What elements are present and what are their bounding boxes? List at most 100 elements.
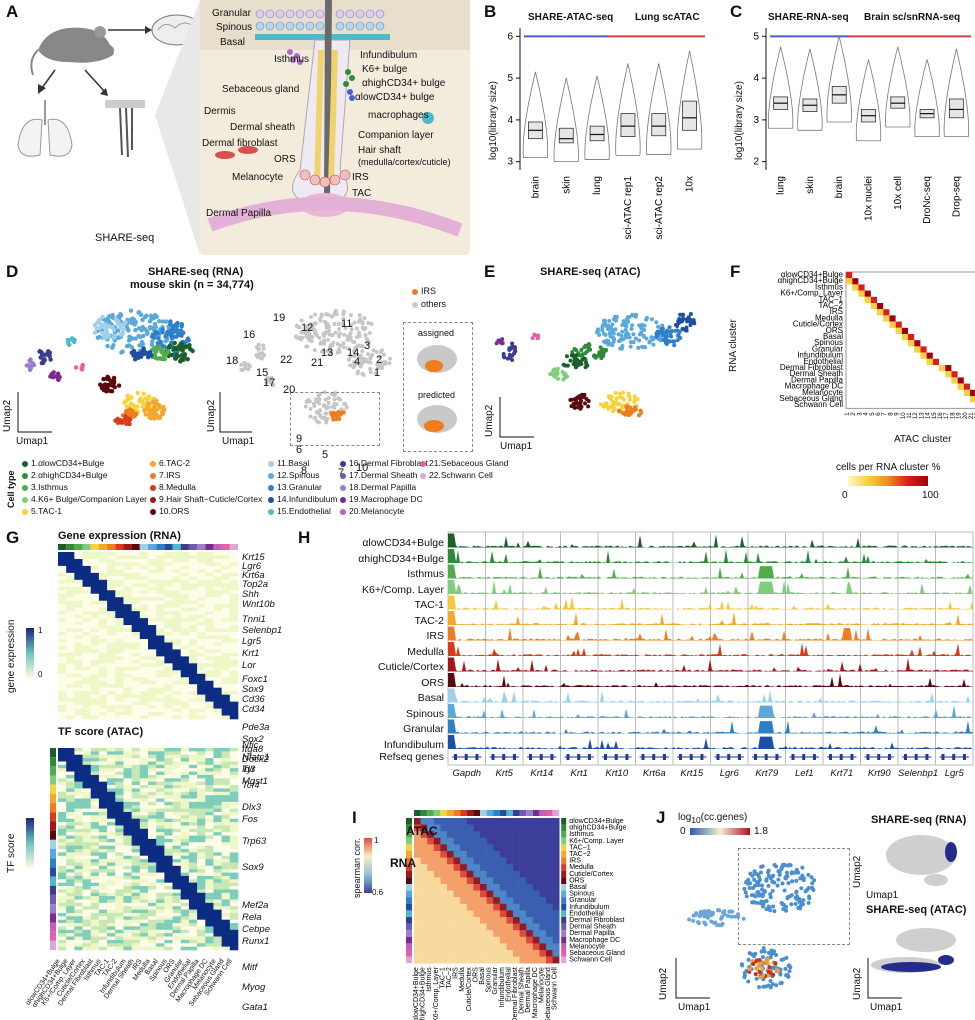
heat-cell — [98, 562, 108, 567]
heat-cell — [131, 748, 141, 752]
heat-cell — [82, 705, 92, 709]
heat-cell — [107, 912, 116, 917]
heat-cell — [148, 625, 157, 629]
heat-cell — [58, 859, 67, 863]
heat-cell — [74, 715, 83, 720]
heat-cell — [131, 875, 141, 880]
legend-item: 6.TAC-2 — [150, 458, 190, 468]
heat-cell — [123, 771, 132, 776]
corr-cell — [499, 884, 507, 891]
row-label: Endothelial — [803, 357, 843, 366]
heat-cell — [229, 808, 239, 813]
umap-axes-d — [17, 392, 252, 433]
corr-cell — [460, 956, 468, 964]
heat-cell — [188, 764, 198, 769]
umap-point — [352, 320, 357, 325]
heat-cell — [107, 583, 116, 588]
heat-cell — [188, 855, 198, 860]
heat-cell — [148, 701, 157, 706]
row-color-right — [561, 943, 567, 950]
heat-cell — [139, 943, 149, 947]
corr-cell — [447, 818, 454, 825]
heat-cell — [123, 677, 132, 682]
heat-cell — [197, 882, 206, 887]
legend-swatch — [340, 460, 346, 467]
heat-cell — [148, 572, 157, 577]
heat-cell — [131, 919, 141, 924]
heat-cell — [188, 798, 198, 803]
heat-cell — [107, 673, 116, 678]
col-label: 4 — [864, 412, 870, 416]
legend-others-label: others — [421, 299, 447, 309]
heat-cell — [156, 579, 165, 584]
umap-point — [621, 319, 626, 324]
heat-cell — [98, 798, 108, 803]
umap-point — [667, 325, 672, 330]
col-color — [213, 544, 222, 550]
heat-cell — [172, 926, 182, 931]
heat-cell — [188, 808, 198, 813]
corr-cell — [546, 864, 553, 872]
heat-cell — [172, 748, 182, 752]
heat-cell — [139, 635, 149, 640]
heat-cell — [221, 798, 231, 803]
heat-cell — [172, 768, 182, 772]
cluster-number: 9 — [296, 433, 303, 445]
corr-cell — [506, 831, 514, 839]
umap-point — [346, 357, 351, 362]
heat-cell — [58, 705, 67, 709]
heat-cell — [205, 687, 214, 692]
col-color — [532, 810, 540, 816]
heat-cell — [188, 618, 198, 622]
corr-cell — [414, 943, 421, 951]
heat-cell — [156, 902, 165, 907]
heat-cell — [229, 946, 239, 951]
row-color — [50, 894, 56, 905]
heat-cell — [172, 781, 182, 786]
umap-point — [614, 396, 619, 401]
heat-cell — [139, 872, 149, 877]
heat-cell — [213, 758, 222, 762]
heat-cell — [90, 859, 100, 863]
panel-label-d: D — [6, 262, 19, 281]
col-color — [513, 810, 520, 816]
heat-cell — [123, 751, 132, 756]
umap-point — [680, 312, 685, 317]
heat-cell — [98, 774, 108, 779]
heat-cell — [123, 576, 132, 581]
heat-cell — [98, 808, 108, 813]
heat-cell — [107, 808, 116, 813]
heat-cell — [82, 691, 92, 695]
heat-cell — [164, 694, 173, 699]
heat-cell — [180, 916, 190, 920]
heat-cell — [123, 645, 132, 650]
heat-cell — [197, 614, 206, 619]
heat-cell — [66, 929, 75, 934]
row-color-right — [561, 923, 567, 931]
heat-cell — [156, 691, 165, 695]
heat-cell — [221, 642, 231, 647]
heat-cell — [164, 849, 173, 853]
heat-cell — [172, 576, 182, 581]
heat-cell — [58, 670, 67, 675]
category-label: sci-ATAC rep1 — [623, 176, 634, 240]
umap-point — [160, 411, 165, 417]
heat-cell — [131, 815, 141, 819]
heat-cell — [82, 849, 92, 853]
heat-cell — [98, 906, 108, 910]
umap-point — [153, 349, 159, 354]
corr-cell — [552, 818, 560, 825]
umap-point — [327, 346, 332, 351]
col-color — [473, 810, 480, 816]
heat-cell — [229, 771, 239, 776]
heat-cell — [858, 290, 865, 297]
heat-cell — [229, 872, 239, 877]
umap-point — [387, 356, 392, 361]
umap-point — [811, 887, 816, 892]
heat-cell — [123, 879, 132, 883]
heat-cell — [148, 694, 157, 699]
corr-cell — [453, 818, 461, 825]
heat-cell — [172, 579, 182, 584]
corr-cell — [486, 864, 494, 872]
umap-point — [48, 357, 53, 362]
